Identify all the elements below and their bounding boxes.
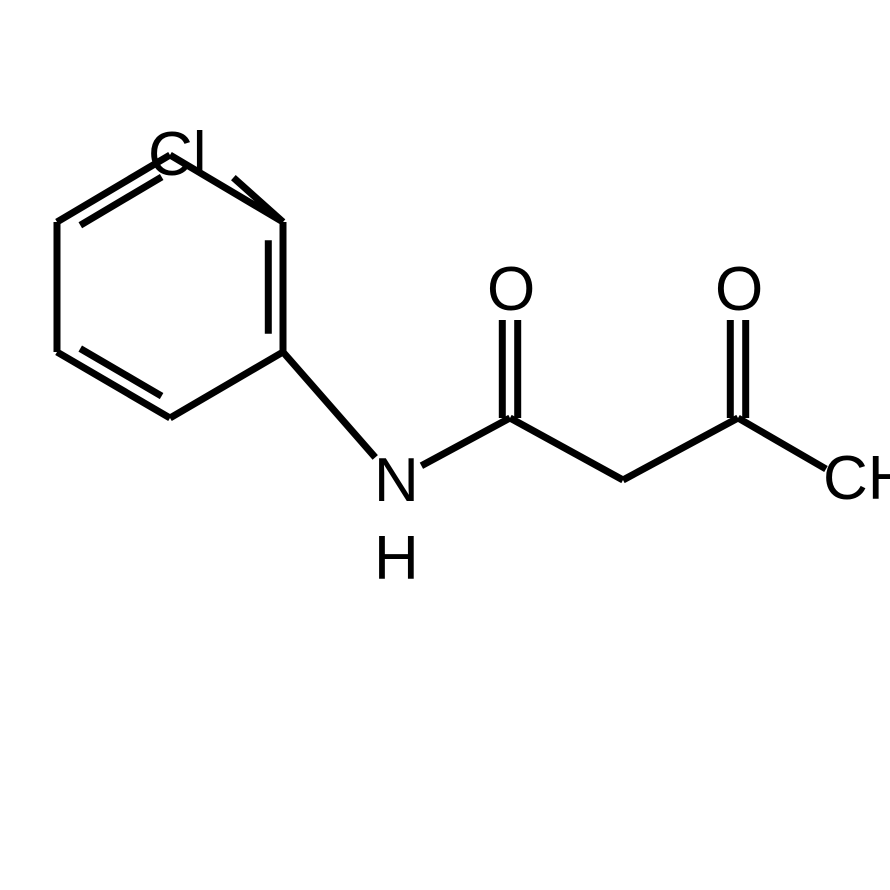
atom-text: H xyxy=(374,524,419,593)
hydrogen-label: H xyxy=(374,528,419,590)
atom-text: CH xyxy=(823,444,890,513)
atom-text: N xyxy=(374,446,419,515)
atom-text: Cl xyxy=(148,120,207,189)
oxygen-2-label: O xyxy=(715,259,763,321)
bond-layer xyxy=(0,0,890,890)
nitrogen-label: N xyxy=(374,450,419,512)
atom-text: O xyxy=(715,255,763,324)
chlorine-label: Cl xyxy=(148,124,207,186)
molecule-canvas: Cl N H O O CH3 xyxy=(0,0,890,890)
methyl-label: CH3 xyxy=(823,448,890,510)
atom-text: O xyxy=(487,255,535,324)
oxygen-1-label: O xyxy=(487,259,535,321)
